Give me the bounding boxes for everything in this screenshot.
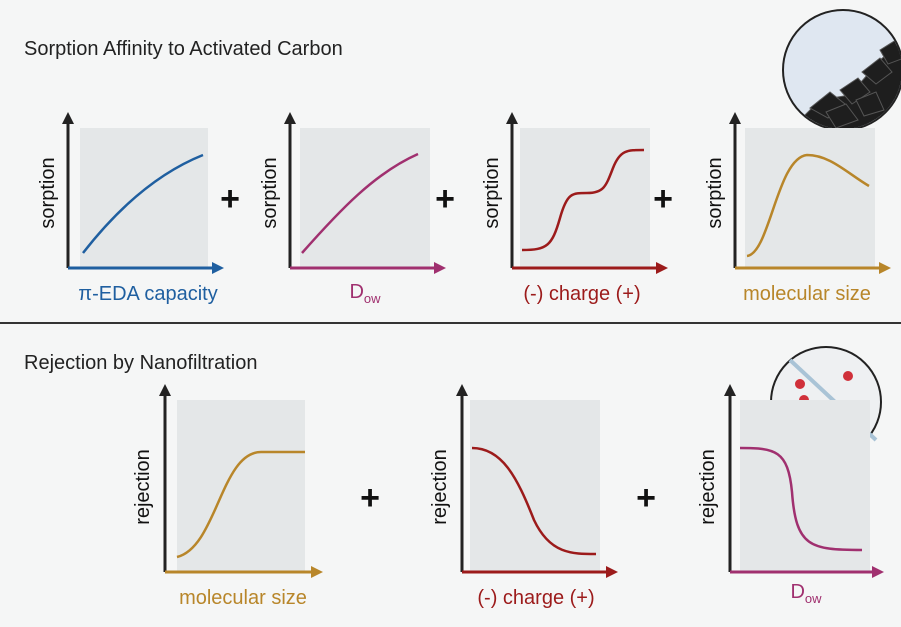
x-label-main: D xyxy=(790,581,804,603)
section-title: Sorption Affinity to Activated Carbon xyxy=(24,38,343,60)
carbon-icon xyxy=(782,9,901,131)
x-label: Dow xyxy=(790,581,822,606)
y-label: sorption xyxy=(37,157,59,228)
x-label-sub: ow xyxy=(805,591,822,606)
x-label: Dow xyxy=(349,281,381,306)
panel: rejection molecular size xyxy=(132,384,323,609)
x-label: (-) charge (+) xyxy=(523,283,640,305)
x-label-main: D xyxy=(349,281,363,303)
y-label: rejection xyxy=(697,449,719,525)
panel: sorption molecular size xyxy=(704,112,891,305)
plus: + + + + + xyxy=(220,180,673,517)
svg-text:+: + xyxy=(360,479,380,517)
panel: sorption (-) charge (+) xyxy=(481,112,668,305)
svg-text:+: + xyxy=(435,180,455,218)
x-label: (-) charge (+) xyxy=(477,587,594,609)
panel: rejection (-) charge (+) xyxy=(429,384,618,609)
x-label: π-EDA capacity xyxy=(78,283,217,305)
x-label: molecular size xyxy=(179,587,307,609)
svg-text:+: + xyxy=(220,180,240,218)
x-label: molecular size xyxy=(743,283,871,305)
y-label: sorption xyxy=(481,157,503,228)
svg-text:+: + xyxy=(636,479,656,517)
y-label: rejection xyxy=(132,449,154,525)
y-label: sorption xyxy=(259,157,281,228)
panel: rejection Dow xyxy=(697,384,884,606)
section-title: Rejection by Nanofiltration xyxy=(24,352,257,374)
x-label-sub: ow xyxy=(364,291,381,306)
y-label: sorption xyxy=(704,157,726,228)
panel: sorption π-EDA capacity xyxy=(37,112,224,305)
svg-text:+: + xyxy=(653,180,673,218)
panel: sorption Dow xyxy=(259,112,446,306)
y-label: rejection xyxy=(429,449,451,525)
